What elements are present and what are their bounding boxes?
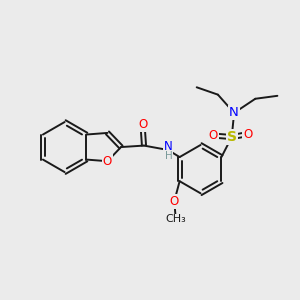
Text: CH₃: CH₃ — [165, 214, 186, 224]
Text: N: N — [229, 106, 239, 119]
Text: O: O — [243, 128, 253, 141]
Text: O: O — [209, 129, 218, 142]
Text: O: O — [103, 155, 112, 168]
Text: O: O — [170, 195, 179, 208]
Text: H: H — [165, 152, 172, 161]
Text: S: S — [227, 130, 237, 144]
Text: N: N — [164, 140, 172, 153]
Text: O: O — [138, 118, 147, 131]
